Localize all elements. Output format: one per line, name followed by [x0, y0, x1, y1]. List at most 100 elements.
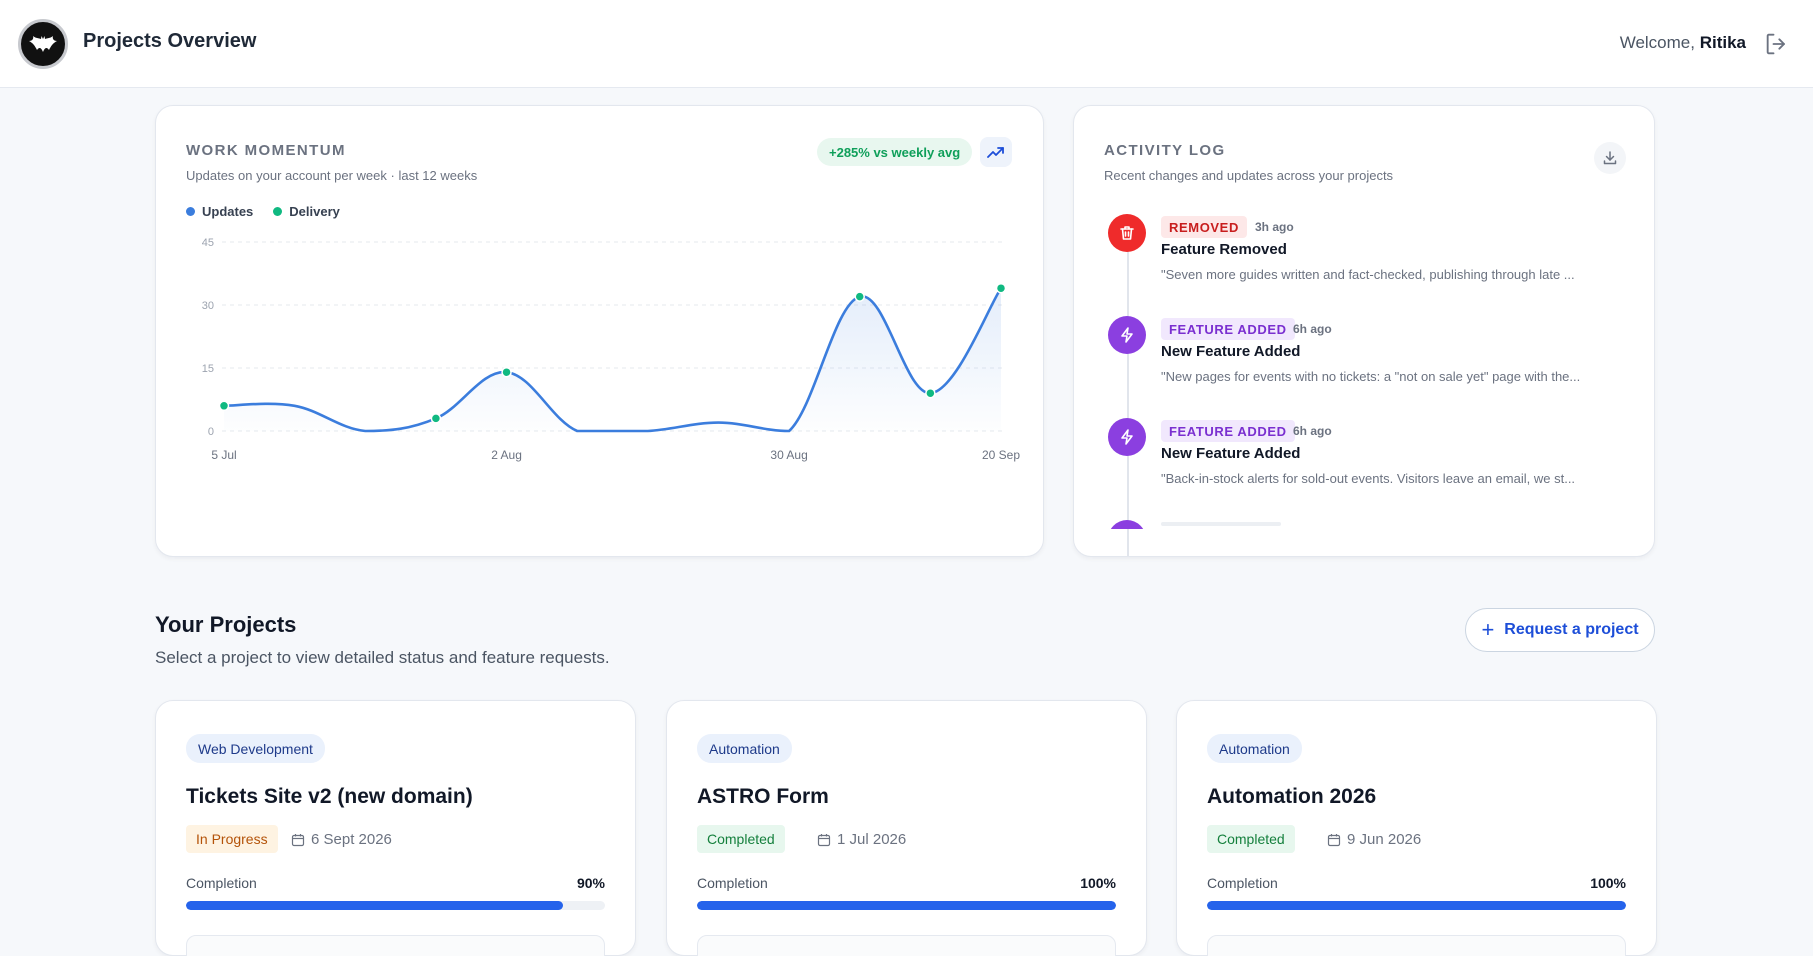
project-status: Completed: [1207, 825, 1295, 853]
calendar-icon: [817, 833, 831, 846]
momentum-label: WORK MOMENTUM: [186, 142, 346, 159]
completion-value: 100%: [1080, 875, 1116, 891]
project-details-box: [697, 935, 1116, 956]
activity-description: "Seven more guides written and fact-chec…: [1161, 267, 1575, 282]
completion-bar: [1207, 901, 1626, 910]
delivery-point[interactable]: [995, 282, 1007, 294]
y-tick-label: 15: [202, 363, 214, 375]
activity-title: Feature Removed: [1161, 241, 1287, 258]
project-details-box: [186, 935, 605, 956]
project-status: In Progress: [186, 825, 278, 853]
delivery-point[interactable]: [925, 387, 936, 399]
x-tick-label: 30 Aug: [770, 448, 807, 462]
y-tick-label: 30: [202, 300, 214, 312]
activity-badge: REMOVED: [1161, 216, 1247, 238]
activity-title: New Feature Added: [1161, 343, 1301, 360]
activity-description: "New pages for events with no tickets: a…: [1161, 369, 1581, 384]
y-tick-label: 45: [202, 237, 214, 249]
projects-title: Your Projects: [155, 612, 297, 637]
momentum-chart: 0 15 30 45 5 Jul 2 Aug 30 Aug 20 Sep: [202, 237, 1021, 462]
completion-label: Completion: [697, 875, 768, 891]
lightning-icon: [1108, 418, 1146, 456]
projects-subtitle: Select a project to view detailed status…: [155, 648, 610, 667]
project-card[interactable]: Automation Automation 2026 Completed 9 Jun …: [1176, 700, 1657, 956]
completion-label: Completion: [1207, 875, 1278, 891]
project-date-text: 1 Jul 2026: [837, 831, 907, 848]
activity-subtitle: Recent changes and updates across your p…: [1104, 168, 1394, 183]
page-title: Projects Overview: [83, 30, 257, 52]
project-status: Completed: [697, 825, 785, 853]
timeline-line: [1127, 236, 1129, 556]
updates-area: [224, 288, 1001, 431]
activity-description: "Back-in-stock alerts for sold-out event…: [1161, 471, 1576, 486]
project-date-text: 6 Sept 2026: [311, 831, 392, 848]
chart-area: [224, 288, 1001, 431]
request-project-button[interactable]: + Request a project: [1465, 608, 1655, 652]
updates-line[interactable]: [222, 286, 1003, 433]
activity-time: 6h ago: [1293, 424, 1332, 438]
chart-lines: [222, 286, 1003, 433]
top-header: Projects Overview Welcome, Ritika: [0, 0, 1813, 88]
legend-updates-label: Updates: [202, 204, 254, 219]
chart-x-ticks: 5 Jul 2 Aug 30 Aug 20 Sep: [211, 448, 1020, 462]
activity-badge: FEATURE ADDED: [1161, 420, 1295, 442]
user-name: Ritika: [1699, 33, 1746, 52]
chart-legend: Updates Delivery: [186, 204, 340, 219]
project-date: 6 Sept 2026: [291, 831, 392, 848]
legend-delivery-dot: [273, 207, 283, 216]
activity-badge: FEATURE ADDED: [1161, 318, 1295, 340]
completion-bar: [697, 901, 1116, 910]
project-name: Tickets Site v2 (new domain): [186, 785, 473, 808]
completion-value: 100%: [1590, 875, 1626, 891]
project-date-text: 9 Jun 2026: [1347, 831, 1422, 848]
logout-icon[interactable]: [1763, 30, 1791, 58]
activity-log-card: ACTIVITY LOG Recent changes and updates …: [1073, 105, 1655, 557]
welcome-text: Welcome, Ritika: [1620, 33, 1746, 53]
project-category: Web Development: [186, 734, 325, 763]
welcome-prefix: Welcome,: [1619, 33, 1695, 52]
delivery-point[interactable]: [218, 400, 230, 412]
momentum-subtitle: Updates on your account per week · last …: [186, 168, 478, 183]
project-details-box: [1207, 935, 1626, 956]
x-tick-label: 20 Sep: [982, 448, 1020, 462]
delivery-point[interactable]: [430, 413, 442, 424]
lightning-icon: [1108, 520, 1146, 529]
project-card[interactable]: Automation ASTRO Form Completed 1 Jul 2026 C…: [666, 700, 1147, 956]
trending-up-icon[interactable]: [980, 137, 1012, 167]
delivery-point[interactable]: [501, 366, 512, 378]
project-name: Automation 2026: [1207, 785, 1377, 808]
completion-bar: [186, 901, 605, 910]
plus-icon: +: [1481, 617, 1495, 642]
activity-list[interactable]: REMOVED 3h ago Feature Removed "Seven more …: [1074, 211, 1654, 529]
activity-time: 6h ago: [1293, 322, 1332, 336]
bat-logo-icon[interactable]: [18, 19, 68, 69]
project-category: Automation: [1207, 734, 1302, 763]
legend-delivery[interactable]: Delivery: [273, 204, 340, 219]
legend-updates[interactable]: Updates: [186, 204, 253, 219]
completion-label: Completion: [186, 875, 257, 891]
download-icon[interactable]: [1594, 142, 1626, 174]
project-card[interactable]: Web Development Tickets Site v2 (new doma…: [155, 700, 636, 956]
activity-label: ACTIVITY LOG: [1104, 142, 1226, 159]
legend-updates-dot: [186, 207, 195, 216]
project-date: 9 Jun 2026: [1327, 831, 1421, 848]
completion-bar-fill: [697, 901, 1116, 910]
y-tick-label: 0: [208, 426, 214, 438]
work-momentum-card: WORK MOMENTUM Updates on your account pe…: [155, 105, 1044, 557]
calendar-icon: [1327, 833, 1341, 846]
completion-bar-fill: [1207, 901, 1626, 910]
legend-delivery-label: Delivery: [289, 204, 340, 219]
activity-time: 3h ago: [1255, 220, 1294, 234]
project-category: Automation: [697, 734, 792, 763]
project-date: 1 Jul 2026: [817, 831, 906, 848]
lightning-icon: [1108, 316, 1146, 354]
calendar-icon: [291, 833, 305, 846]
chart-points: [218, 282, 1007, 424]
delivery-point[interactable]: [854, 291, 865, 302]
project-name: ASTRO Form: [697, 785, 829, 808]
completion-value: 90%: [576, 875, 605, 891]
trend-badge: +285% vs weekly avg: [817, 138, 973, 166]
completion-bar-fill: [186, 901, 564, 910]
activity-placeholder-bar: [1161, 522, 1281, 526]
request-project-label: Request a project: [1504, 621, 1639, 638]
